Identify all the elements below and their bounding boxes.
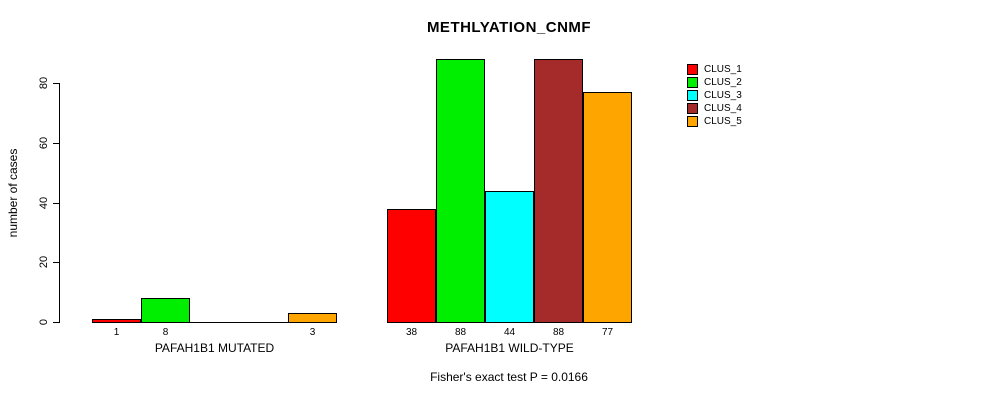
- bar-value-label: 8: [162, 327, 169, 338]
- y-axis-tick: [53, 83, 59, 84]
- legend-label: CLUS_1: [704, 64, 742, 75]
- legend-swatch-clus_5: [687, 116, 698, 127]
- y-axis-tick: [53, 322, 59, 323]
- legend-label: CLUS_3: [704, 90, 742, 101]
- legend-swatch-clus_1: [687, 64, 698, 75]
- legend-swatch-clus_2: [687, 77, 698, 88]
- group-label: PAFAH1B1 MUTATED: [154, 341, 275, 355]
- bar-clus_5: [288, 313, 337, 323]
- bar-clus_4: [534, 59, 583, 323]
- bar-clus_3: [485, 191, 534, 323]
- bar-clus_2: [436, 59, 485, 323]
- bar-value-label: 1: [113, 327, 120, 338]
- y-axis-tick-label: 20: [38, 255, 50, 269]
- bar-value-label: 3: [309, 327, 316, 338]
- y-axis-tick-label: 40: [38, 196, 50, 210]
- group-baseline: [92, 322, 337, 323]
- y-axis-tick-label: 0: [38, 318, 50, 326]
- legend-swatch-clus_4: [687, 103, 698, 114]
- bar-value-label: 38: [405, 327, 418, 338]
- y-axis-label: number of cases: [6, 148, 20, 238]
- y-axis-tick: [53, 143, 59, 144]
- y-axis-tick: [53, 203, 59, 204]
- group-label: PAFAH1B1 WILD-TYPE: [445, 341, 574, 355]
- y-axis-tick-label: 60: [38, 136, 50, 150]
- y-axis-tick: [53, 262, 59, 263]
- bar-clus_1: [92, 319, 141, 323]
- chart-title: METHLYATION_CNMF: [426, 19, 592, 36]
- legend-label: CLUS_4: [704, 103, 742, 114]
- fisher-test-note: Fisher's exact test P = 0.0166: [430, 370, 588, 384]
- legend-label: CLUS_2: [704, 77, 742, 88]
- bar-clus_5: [583, 92, 632, 323]
- bar-value-label: 88: [552, 327, 565, 338]
- legend-swatch-clus_3: [687, 90, 698, 101]
- y-axis-tick-label: 80: [38, 76, 50, 90]
- bar-clus_1: [387, 209, 436, 323]
- bar-value-label: 77: [601, 327, 614, 338]
- bar-value-label: 44: [503, 327, 516, 338]
- bar-clus_2: [141, 298, 190, 323]
- bar-value-label: 88: [454, 327, 467, 338]
- y-axis-line: [59, 83, 60, 323]
- legend-label: CLUS_5: [704, 116, 742, 127]
